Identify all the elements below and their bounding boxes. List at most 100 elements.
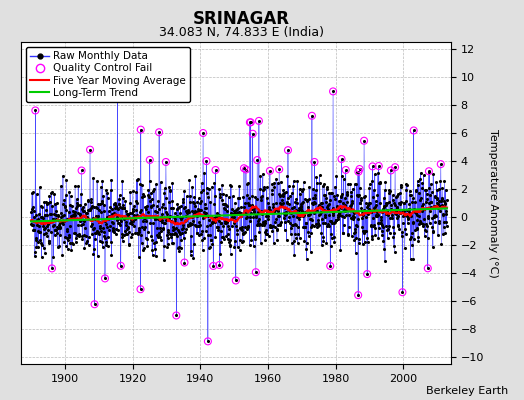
Point <box>201 205 210 212</box>
Point <box>88 221 96 227</box>
Point <box>310 159 319 165</box>
Point <box>259 171 267 177</box>
Point <box>206 244 214 250</box>
Point <box>336 209 344 216</box>
Point <box>207 237 215 244</box>
Point <box>290 252 298 258</box>
Point <box>205 222 214 228</box>
Point <box>66 202 74 209</box>
Point <box>394 222 402 228</box>
Point <box>241 228 249 235</box>
Point <box>274 213 282 219</box>
Point <box>212 213 220 220</box>
Point <box>46 199 54 206</box>
Point <box>411 198 419 205</box>
Point <box>271 200 280 207</box>
Point <box>122 231 130 237</box>
Point <box>68 203 76 209</box>
Point <box>343 199 352 205</box>
Point <box>107 219 116 225</box>
Point <box>293 178 301 184</box>
Point <box>245 201 253 208</box>
Point <box>240 204 248 210</box>
Point <box>266 168 274 174</box>
Point <box>236 236 244 243</box>
Point <box>287 230 295 237</box>
Point <box>173 232 181 239</box>
Point <box>390 230 398 236</box>
Point <box>231 210 239 216</box>
Point <box>195 222 204 228</box>
Point <box>334 211 343 218</box>
Point <box>52 227 60 234</box>
Point <box>146 220 154 226</box>
Point <box>214 212 223 218</box>
Point <box>260 220 269 226</box>
Point <box>228 206 236 212</box>
Point <box>405 209 413 215</box>
Point <box>316 203 324 210</box>
Point <box>74 221 83 228</box>
Point <box>292 235 300 242</box>
Point <box>111 210 119 217</box>
Point <box>384 226 392 232</box>
Point <box>290 221 299 227</box>
Point <box>203 232 212 238</box>
Point <box>316 209 325 215</box>
Point <box>301 224 309 230</box>
Point <box>373 212 381 219</box>
Point <box>126 200 135 206</box>
Point <box>326 242 335 249</box>
Point <box>166 187 174 193</box>
Point <box>216 251 224 258</box>
Point <box>411 226 420 233</box>
Point <box>75 232 83 238</box>
Point <box>349 208 357 214</box>
Point <box>318 199 326 206</box>
Point <box>179 196 187 202</box>
Point <box>379 194 388 201</box>
Point <box>329 210 337 216</box>
Point <box>362 228 370 234</box>
Point <box>255 118 263 124</box>
Point <box>292 196 301 202</box>
Point <box>403 215 412 222</box>
Point <box>182 225 190 232</box>
Point <box>396 190 404 196</box>
Point <box>182 213 190 219</box>
Point <box>388 212 397 218</box>
Point <box>127 216 136 222</box>
Point <box>85 207 93 214</box>
Point <box>329 204 337 211</box>
Point <box>28 222 37 229</box>
Point <box>240 165 248 172</box>
Point <box>144 229 152 235</box>
Point <box>436 161 445 167</box>
Point <box>387 202 395 209</box>
Point <box>233 231 242 237</box>
Point <box>317 230 325 236</box>
Point <box>37 214 46 220</box>
Point <box>76 212 84 218</box>
Point <box>84 197 92 203</box>
Point <box>257 208 265 214</box>
Point <box>242 215 250 221</box>
Point <box>136 213 144 219</box>
Point <box>393 204 401 211</box>
Point <box>70 229 78 236</box>
Point <box>41 212 49 218</box>
Point <box>203 189 211 196</box>
Point <box>169 204 177 211</box>
Point <box>114 220 123 226</box>
Point <box>326 263 334 269</box>
Point <box>434 220 443 226</box>
Point <box>429 244 437 251</box>
Point <box>85 207 94 214</box>
Point <box>423 190 431 197</box>
Point <box>66 240 74 246</box>
Point <box>400 208 409 214</box>
Point <box>77 222 85 228</box>
Point <box>368 163 377 170</box>
Point <box>91 215 99 222</box>
Point <box>180 188 189 194</box>
